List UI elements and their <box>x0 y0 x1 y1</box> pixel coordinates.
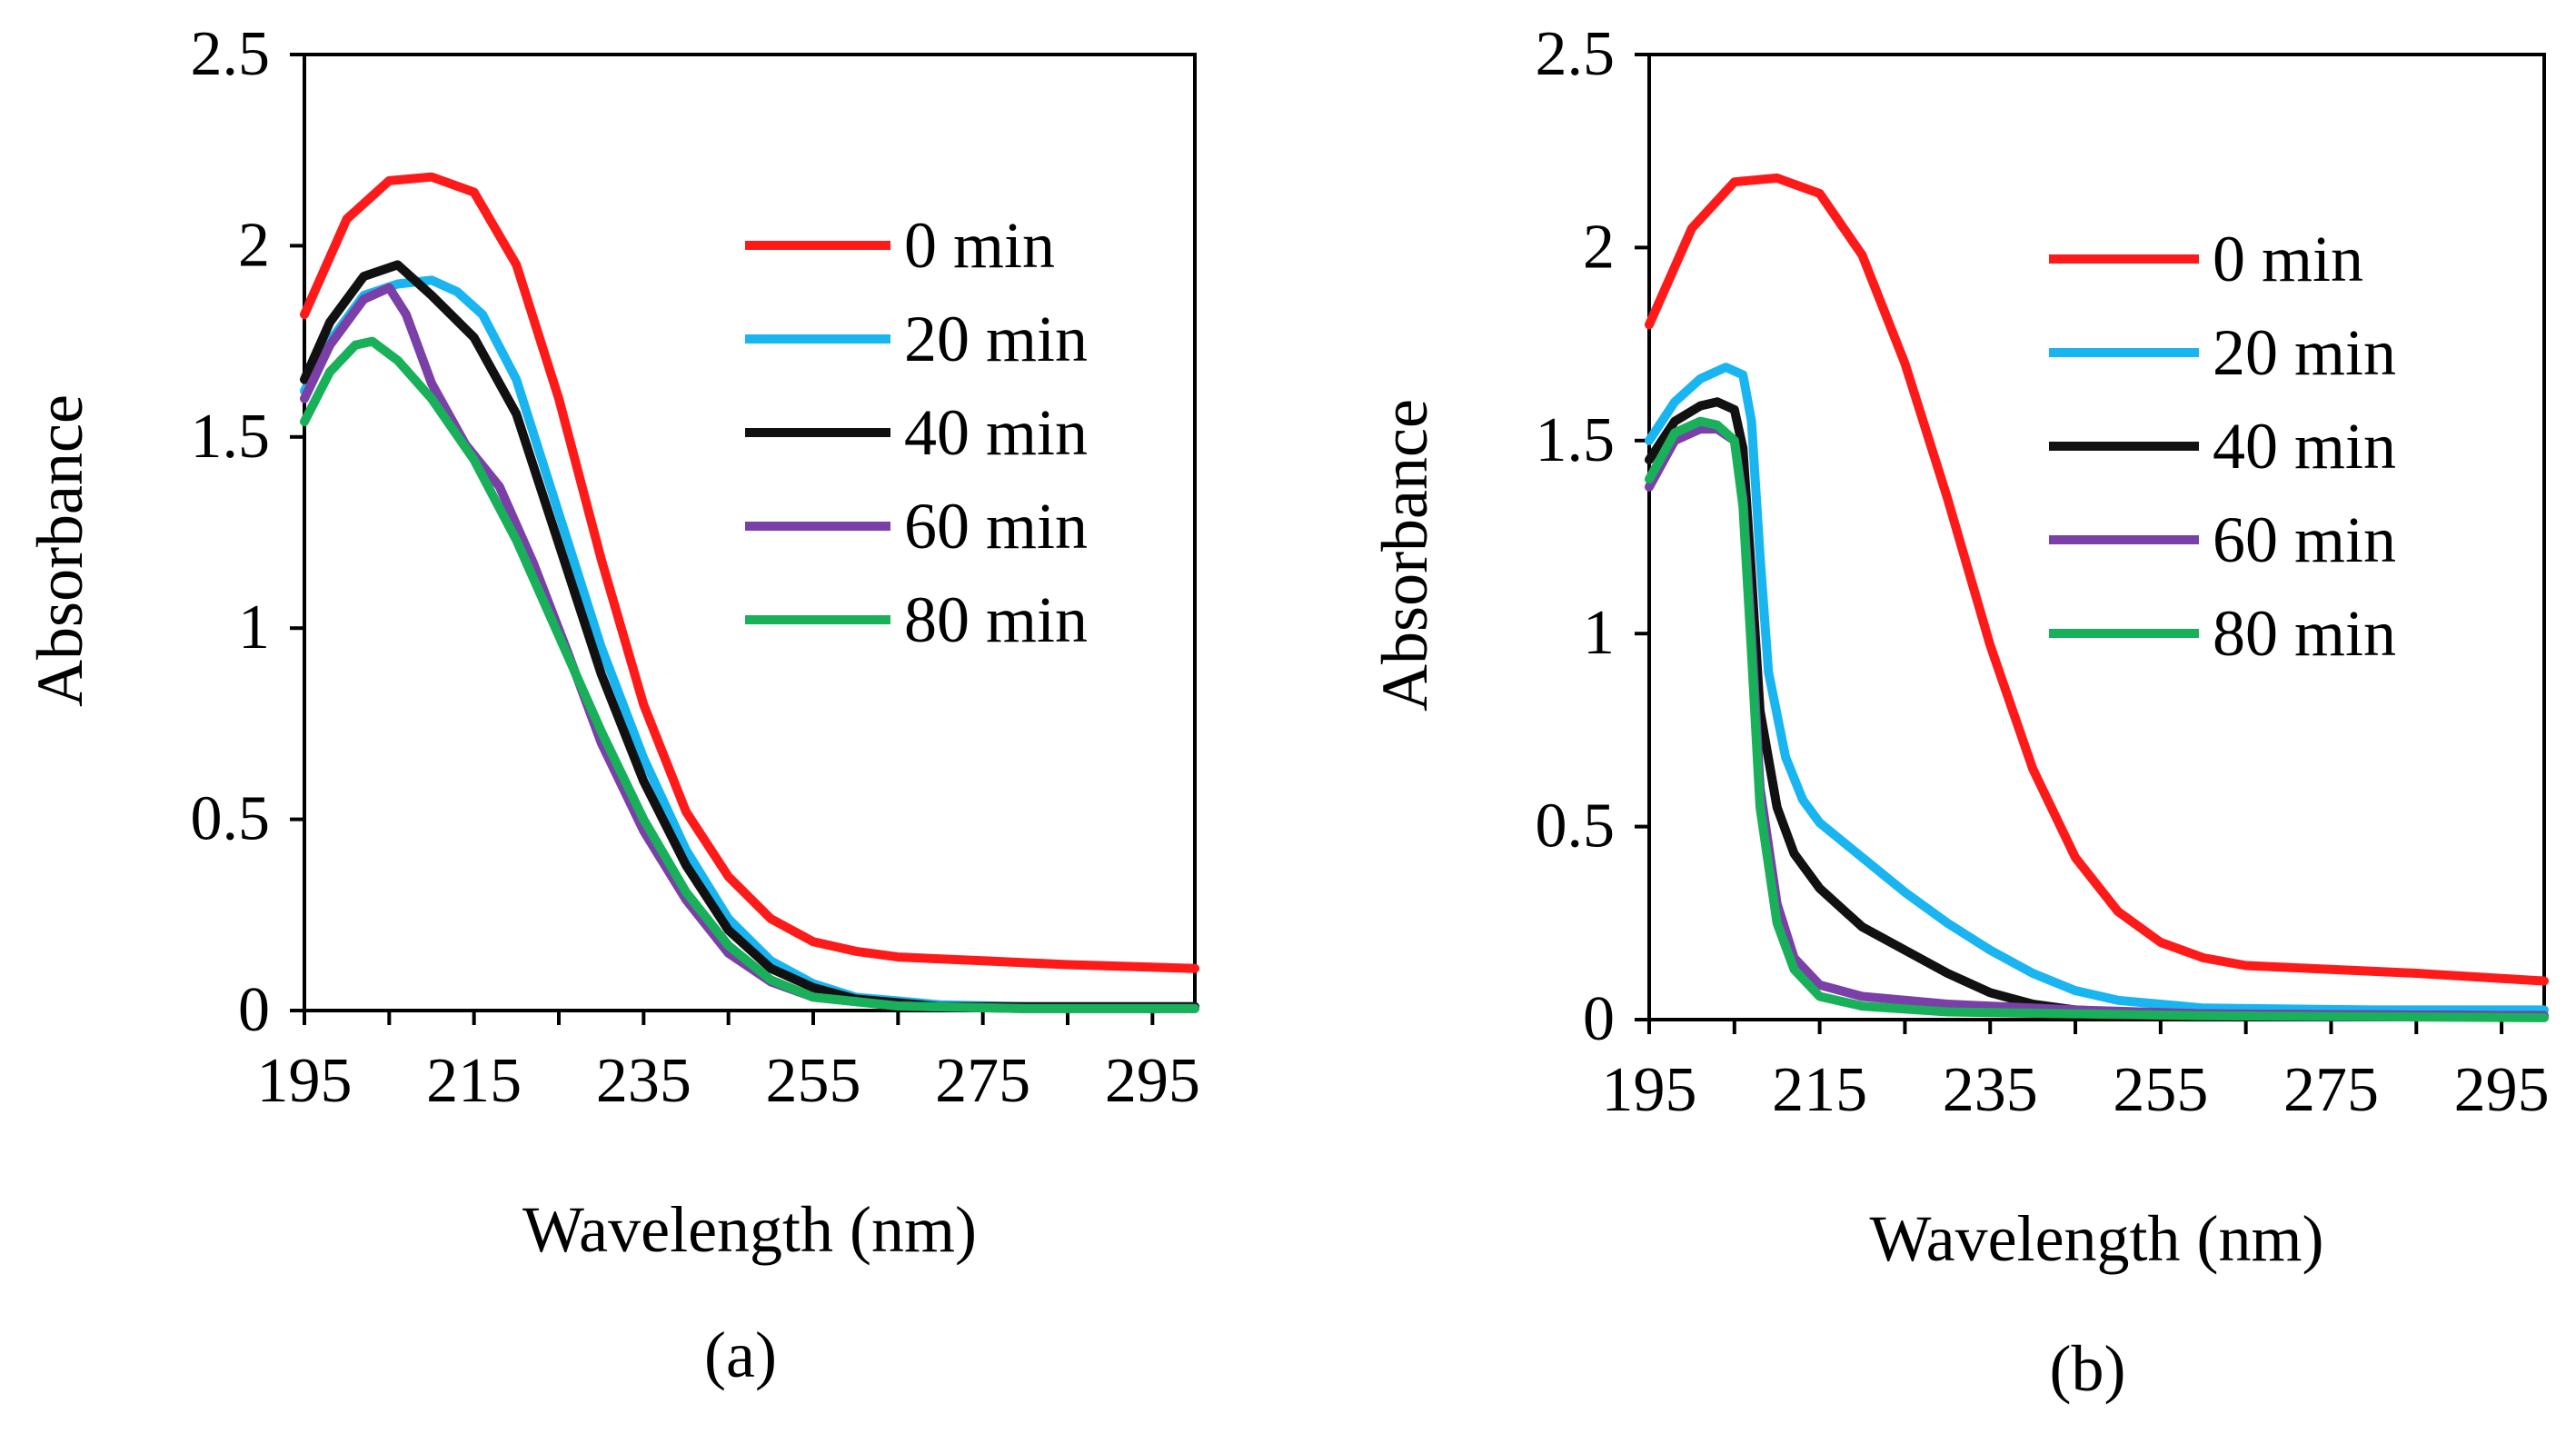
legend-label: 60 min <box>904 490 1088 563</box>
legend-label: 20 min <box>2213 316 2396 389</box>
y-tick-label: 2.5 <box>1536 19 1616 89</box>
series-line-80-min <box>1645 416 2549 1022</box>
panel-label-a: (a) <box>704 1319 777 1391</box>
x-tick-label: 255 <box>766 1046 861 1116</box>
y-tick-label: 2 <box>1583 212 1615 282</box>
legend-label: 60 min <box>2213 503 2396 576</box>
y-tick-label: 0 <box>1583 984 1615 1054</box>
x-tick-label: 275 <box>2283 1055 2379 1125</box>
y-tick-label: 2 <box>238 210 270 280</box>
x-tick-label: 275 <box>935 1046 1030 1116</box>
x-tick-label: 255 <box>2113 1055 2208 1125</box>
x-tick-label: 195 <box>1602 1055 1697 1125</box>
series-line-0-min <box>1645 173 2549 986</box>
series-line-20-min <box>1645 363 2549 1015</box>
legend-label: 0 min <box>904 209 1055 282</box>
legend-label: 20 min <box>904 303 1088 375</box>
y-tick-label: 1.5 <box>1536 405 1616 475</box>
x-tick-label: 235 <box>1943 1055 2038 1125</box>
x-tick-label: 215 <box>1772 1055 1867 1125</box>
series-line-40-min <box>300 260 1199 1011</box>
legend-label: 40 min <box>904 396 1088 469</box>
y-tick-label: 0.5 <box>191 784 271 854</box>
chart-panel-b: 0 0.5 1 1.5 2 2.5 195 215 235 255 275 295 Wavelength… <box>1368 19 2550 1405</box>
x-tick-label: 235 <box>596 1046 691 1116</box>
series-line-0-min <box>300 172 1199 973</box>
legend: 0 min 20 min 40 min 60 min 80 min <box>2049 223 2396 670</box>
legend: 0 min 20 min 40 min 60 min 80 min <box>745 209 1088 656</box>
legend-label: 0 min <box>2213 223 2363 295</box>
x-tick-label: 215 <box>426 1046 522 1116</box>
x-tick-label: 295 <box>2454 1055 2550 1125</box>
y-tick-label: 1.5 <box>191 402 271 472</box>
legend-label: 40 min <box>2213 410 2396 483</box>
series-line-80-min <box>300 336 1199 1013</box>
y-tick-label: 1 <box>1583 598 1615 668</box>
legend-label: 80 min <box>2213 597 2396 670</box>
legend-label: 80 min <box>904 583 1088 656</box>
y-tick-label: 2.5 <box>191 19 271 89</box>
x-axis-title: Wavelength (nm) <box>1869 1202 2323 1275</box>
y-tick-label: 0.5 <box>1536 792 1616 861</box>
x-tick-label: 195 <box>257 1046 353 1116</box>
y-tick-label: 0 <box>238 975 270 1045</box>
x-tick-label: 295 <box>1105 1046 1200 1116</box>
panel-label-b: (b) <box>2050 1332 2126 1405</box>
plot-area-frame <box>1647 53 2546 1021</box>
plot-area-frame <box>303 53 1197 1012</box>
x-axis-title: Wavelength (nm) <box>522 1193 977 1266</box>
y-axis-title: Absorbance <box>24 394 96 707</box>
chart-panel-a: 0 0.5 1 1.5 2 2.5 195 215 235 255 275 295 Wavelength… <box>24 19 1200 1391</box>
y-axis-title: Absorbance <box>1368 399 1441 712</box>
y-tick-label: 1 <box>238 593 270 662</box>
